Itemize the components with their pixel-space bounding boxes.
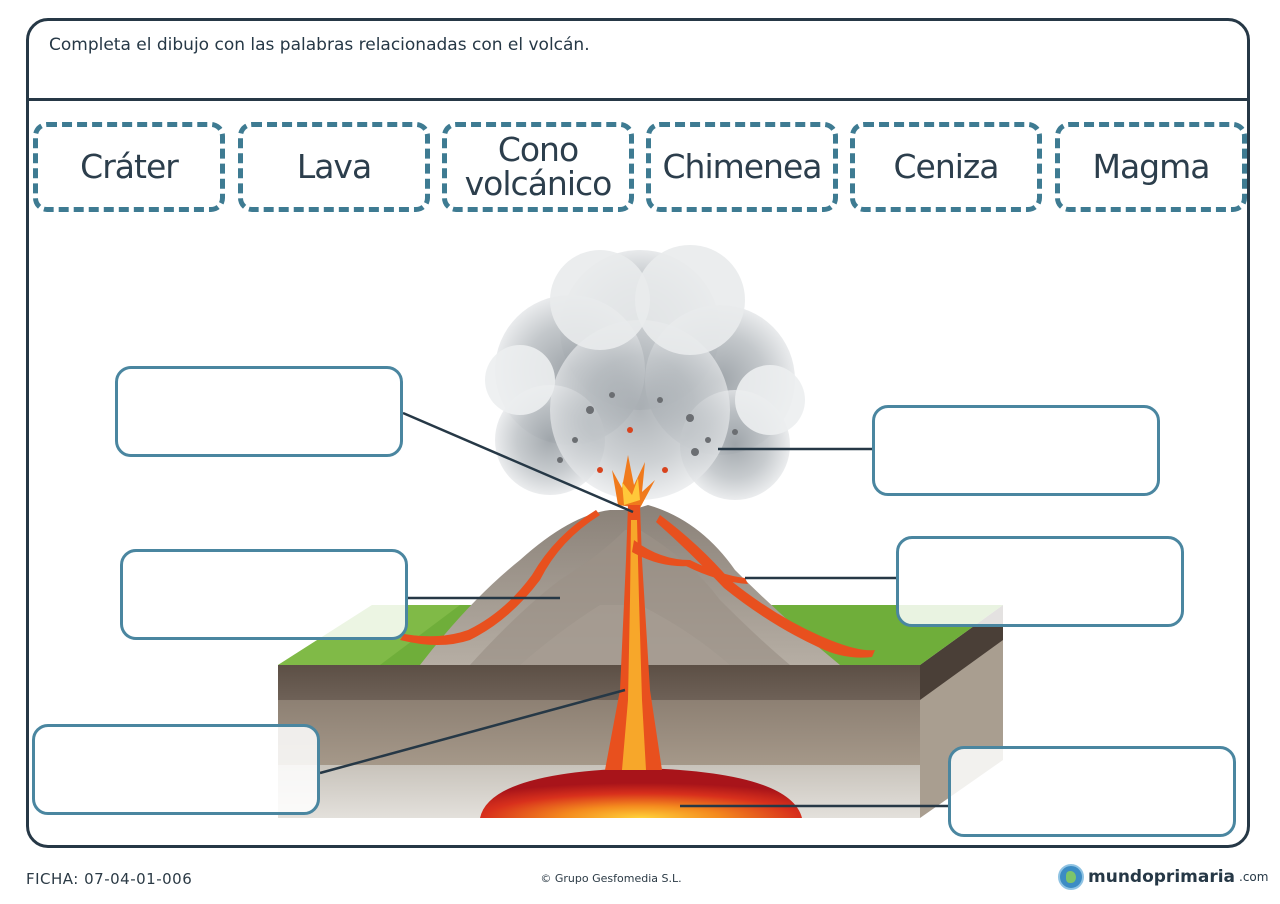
word-card-cono-volcanico[interactable]: Cono volcánico xyxy=(442,122,634,212)
worksheet-code: FICHA: 07-04-01-006 xyxy=(26,870,193,888)
answer-box-right-bottom[interactable] xyxy=(948,746,1236,837)
word-card-crater[interactable]: Cráter xyxy=(33,122,225,212)
worksheet-frame: Completa el dibujo con las palabras rela… xyxy=(26,18,1250,848)
globe-logo-icon xyxy=(1058,864,1084,890)
brand-logo-link[interactable]: mundoprimaria .com xyxy=(1058,864,1268,890)
brand-name: mundoprimaria xyxy=(1088,867,1236,887)
chimney xyxy=(605,505,690,770)
answer-box-right-top[interactable] xyxy=(872,405,1160,496)
brand-tld: .com xyxy=(1239,870,1269,884)
word-card-lava[interactable]: Lava xyxy=(238,122,430,212)
answer-box-left-bottom[interactable] xyxy=(32,724,320,815)
word-card-ceniza[interactable]: Ceniza xyxy=(850,122,1042,212)
answer-box-left-middle[interactable] xyxy=(120,549,408,640)
leader-lines xyxy=(319,411,948,808)
answer-box-right-middle[interactable] xyxy=(896,536,1184,627)
answer-box-left-top[interactable] xyxy=(115,366,403,457)
word-card-chimenea[interactable]: Chimenea xyxy=(646,122,838,212)
instruction-text: Completa el dibujo con las palabras rela… xyxy=(49,35,590,55)
copyright-text: © Grupo Gesfomedia S.L. xyxy=(540,872,682,885)
ash-cloud xyxy=(485,245,805,508)
header-divider xyxy=(29,98,1247,101)
word-card-magma[interactable]: Magma xyxy=(1055,122,1247,212)
